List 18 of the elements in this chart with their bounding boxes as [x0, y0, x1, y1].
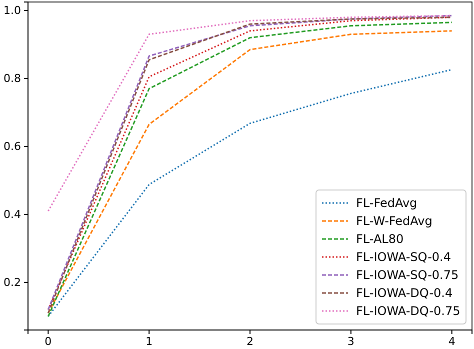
x-tick-label: 1 [146, 334, 153, 348]
x-tick-label: 4 [448, 334, 456, 348]
line-series [47, 14, 453, 212]
x-tick-label: 3 [347, 334, 354, 348]
legend-label: FL-IOWA-SQ-0.75 [356, 268, 459, 282]
legend-label: FL-AL80 [356, 232, 404, 246]
legend-label: FL-FedAvg [356, 196, 418, 210]
y-tick-label: 1.0 [4, 4, 21, 18]
legend-label: FL-W-FedAvg [356, 214, 432, 228]
x-tick-label: 0 [44, 334, 52, 348]
legend-label: FL-IOWA-DQ-0.75 [356, 304, 460, 318]
y-tick-label: 0.4 [4, 208, 21, 221]
legend-label: FL-IOWA-SQ-0.4 [356, 250, 451, 264]
y-tick-label: 0.2 [4, 276, 21, 289]
y-tick-label: 0.8 [4, 72, 21, 85]
x-tick-label: 2 [246, 334, 254, 348]
y-tick-label: 0.6 [4, 140, 21, 153]
legend-label: FL-IOWA-DQ-0.4 [356, 286, 453, 300]
